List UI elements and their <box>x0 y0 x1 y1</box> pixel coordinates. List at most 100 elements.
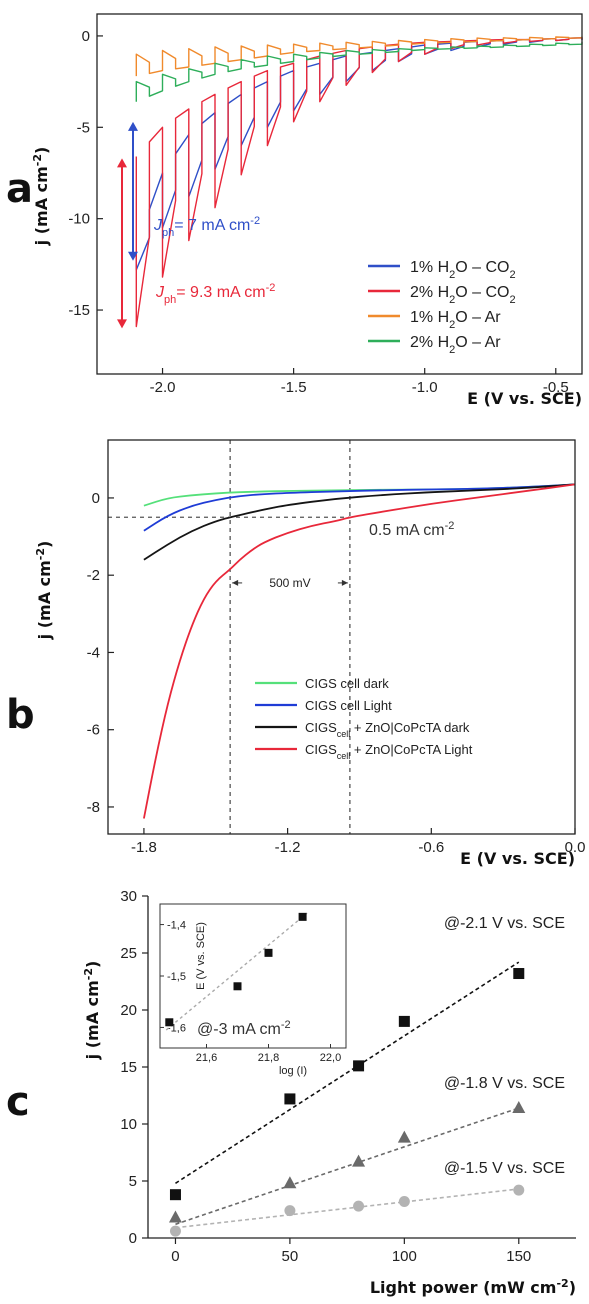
panel-b-series-line <box>143 483 576 561</box>
panel-c-ytick-label: 10 <box>120 1116 137 1133</box>
panel-a-jph-label-main: J <box>153 217 163 234</box>
panel-b-ytick-label: 0 <box>92 490 100 507</box>
panel-a-series-line <box>135 36 583 77</box>
panel-c-point <box>283 1176 297 1189</box>
panel-a-jph-label: Jph= 7 mA cm-2 <box>153 215 260 239</box>
panel-a-jph-label-sup: -2 <box>250 215 260 227</box>
panel-b-ylabel-end: ) <box>35 541 54 548</box>
inset-annotation-sup: -2 <box>281 1019 291 1031</box>
inset-xtick-label: 22,0 <box>320 1052 341 1064</box>
inset-annotation-main: @-3 mA cm <box>197 1021 281 1038</box>
panel-b-legend-text: + ZnO|CoPcTA Light <box>350 742 472 757</box>
panel-a-legend-text: O – CO <box>455 259 509 276</box>
panel-a-series-line <box>135 37 583 271</box>
panel-b-annotations: 500 mV 0.5 mA cm-2 <box>232 520 454 590</box>
panel-c-marks <box>168 961 526 1237</box>
panel-b-legend-label: CIGS cell Light <box>305 698 392 713</box>
panel-b-ytick-label: -6 <box>87 722 100 739</box>
panel-a-ticks: -2.0 -1.5 -1.0 -0.5 0 -5 -10 -15 <box>68 28 568 396</box>
panel-a-frame <box>96 13 583 375</box>
panel-c-xtick-label: 50 <box>282 1248 299 1265</box>
panel-a-arrow-head <box>117 319 127 329</box>
panel-a-series-line <box>135 41 583 102</box>
inset-ylabel: E (V vs. SCE) <box>195 922 207 990</box>
chart-panel-a: -2.0 -1.5 -1.0 -0.50-5-10-15 j (mA cm-2) E … <box>31 13 583 408</box>
panel-a-ylabel: j (mA cm-2) <box>31 147 52 247</box>
panel-b-span-arrow <box>232 579 239 586</box>
panel-b-xtick-label: -0.6 <box>418 839 444 856</box>
panel-b-legend-sub: cell <box>337 751 351 761</box>
panel-c-xlabel: Light power (mW cm-2) <box>370 1277 576 1298</box>
inset-ytick-label: -1,4 <box>167 920 186 932</box>
panel-b-ticks: -1.8 -1.2 -0.6 0.0 0 -2 -4 -6 -8 <box>87 490 586 856</box>
panel-b-xlabel: E (V vs. SCE) <box>460 849 575 868</box>
panel-c-point <box>513 968 525 980</box>
panel-letter-c: c <box>6 1079 30 1125</box>
panel-c-xtick-label: 100 <box>392 1248 417 1265</box>
panel-a-legend-sub: 2 <box>449 344 455 356</box>
panel-b-xtick-label: -1.8 <box>131 839 157 856</box>
panel-c-ylabel-sup: -2 <box>82 968 95 980</box>
panel-b-reference-lines <box>108 440 351 834</box>
panel-b-ytick-label: -2 <box>87 567 100 584</box>
panel-c-ytick-label: 5 <box>129 1173 137 1190</box>
panel-b-ytick-label: -4 <box>87 644 100 661</box>
panel-a-legend-text: 2% H <box>410 334 449 351</box>
panel-c-xlabel-sup: -2 <box>556 1277 568 1290</box>
inset-fit-line <box>165 911 310 1031</box>
inset-frame <box>159 903 347 1049</box>
panel-a-xtick-label: -2.0 <box>150 379 176 396</box>
panel-b-legend-label: CIGScell + ZnO|CoPcTA Light <box>305 742 473 761</box>
panel-b-xtick-label: -1.2 <box>275 839 301 856</box>
inset-point <box>298 912 307 921</box>
panel-b-legend-text: CIGS <box>305 720 337 735</box>
panel-a-ytick-label: 0 <box>82 28 90 45</box>
panel-a-jph-label-rest: = 9.3 mA cm <box>176 284 265 301</box>
panel-b-legend-text: + ZnO|CoPcTA dark <box>350 720 470 735</box>
panel-a-legend-label: 2% H2O – CO2 <box>410 284 516 306</box>
inset-xtick-label: 21,8 <box>258 1052 279 1064</box>
panel-c-fit-line <box>175 1188 519 1229</box>
chart-panel-b: -1.8 -1.2 -0.6 0.0 0 -2 -4 -6 -8 j (mA cm-2) E (… <box>34 439 586 868</box>
panel-c-ytick-label: 15 <box>120 1059 137 1076</box>
panel-a-legend-sub: 2 <box>449 294 455 306</box>
panel-c-ylabel-main: j (mA cm <box>83 980 102 1060</box>
panel-a-legend-label: 1% H2O – Ar <box>410 309 501 331</box>
panel-b-frame <box>107 439 576 835</box>
panel-letter-b: b <box>6 692 35 738</box>
panel-c-ytick-label: 20 <box>120 1002 137 1019</box>
panel-b-xtick-label: 0.0 <box>565 839 586 856</box>
panel-a-arrow-head <box>128 121 138 131</box>
panel-c-point <box>169 1225 181 1237</box>
panel-c-point <box>398 1196 410 1208</box>
panel-c-point <box>284 1093 296 1105</box>
panel-b-span-label: 500 mV <box>269 576 310 590</box>
panel-c-point <box>397 1130 411 1143</box>
inset-point <box>233 982 242 991</box>
panel-b-legend-label: CIGScell + ZnO|CoPcTA dark <box>305 720 470 739</box>
panel-a-legend-text: O – Ar <box>455 334 501 351</box>
panel-a-ytick-label: -10 <box>68 211 90 228</box>
panel-a-jph-label-sub: ph <box>164 294 176 306</box>
inset-ytick-label: -1,5 <box>167 971 186 983</box>
panel-b-series-line <box>143 483 576 532</box>
panel-a-legend-text: O – Ar <box>455 309 501 326</box>
panel-c-point <box>168 1210 182 1223</box>
panel-b-ytick-label: -8 <box>87 799 100 816</box>
panel-a-legend-text: 1% H <box>410 259 449 276</box>
panel-a-xlabel: E (V vs. SCE) <box>467 389 582 408</box>
panel-c-fit-line <box>175 1107 520 1226</box>
panel-b-ylabel: j (mA cm-2) <box>34 541 55 641</box>
panel-a-jph-label-main: J <box>155 284 165 301</box>
panel-a-legend-label: 2% H2O – Ar <box>410 334 501 356</box>
panel-a-jph-label-sub: ph <box>162 227 174 239</box>
panel-a-ylabel-sup: -2 <box>31 154 44 166</box>
panel-a-jph-label-sup: -2 <box>266 282 276 294</box>
panel-letter-a: a <box>6 166 33 212</box>
inset-annotation: @-3 mA cm-2 <box>197 1019 291 1038</box>
panel-c-point <box>353 1200 365 1212</box>
panel-a-xtick-label: -1.5 <box>281 379 307 396</box>
